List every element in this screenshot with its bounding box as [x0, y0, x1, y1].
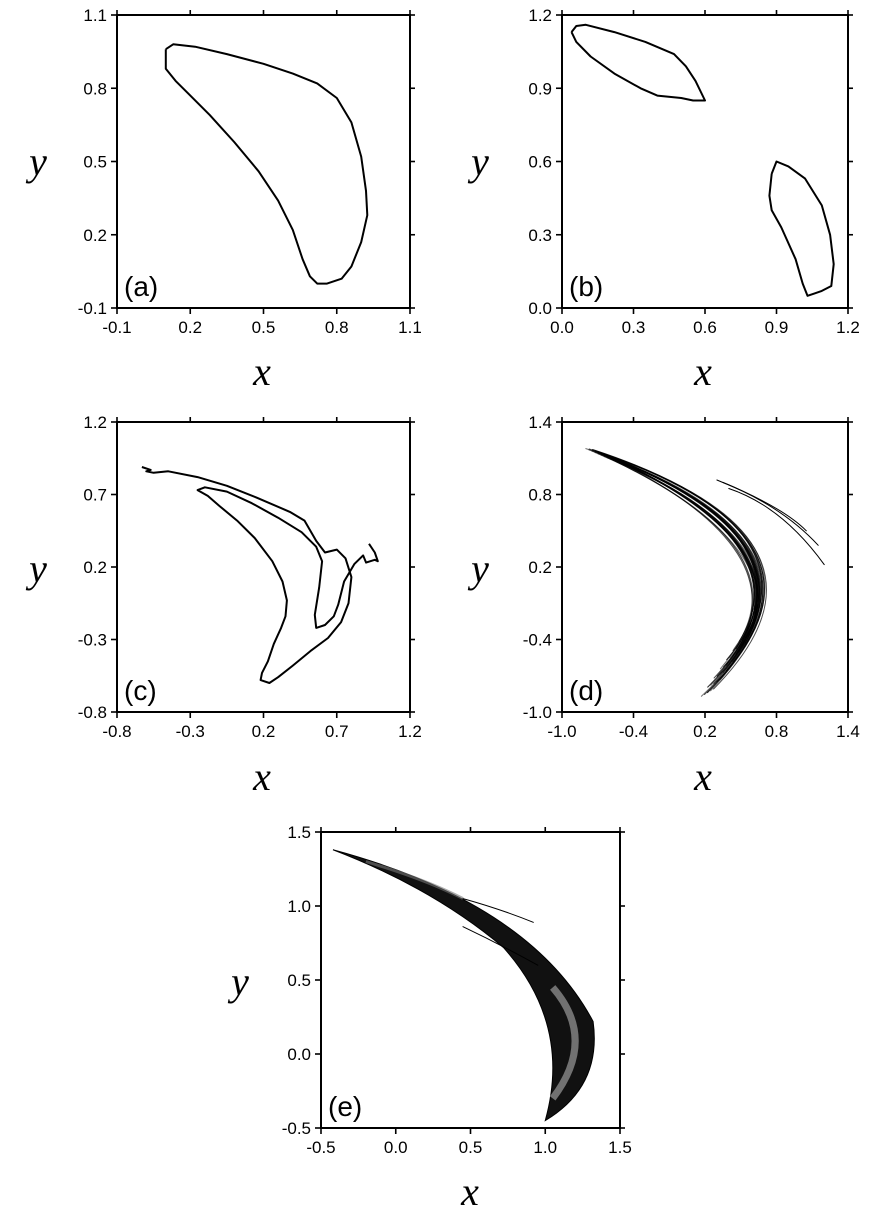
x-tick-label: -0.8 — [102, 722, 131, 741]
y-axis-label: y — [467, 546, 489, 591]
y-tick-label: -0.8 — [78, 703, 107, 722]
plot-frame — [561, 14, 849, 309]
x-tick-label: 0.0 — [384, 1138, 408, 1157]
y-tick-label: -1.0 — [523, 703, 552, 722]
orbit-curve — [570, 23, 706, 102]
y-tick-label: 0.5 — [83, 153, 107, 172]
panel-label: (c) — [124, 675, 157, 706]
attractor-band — [332, 849, 595, 1122]
attractor-strand — [622, 462, 758, 639]
y-axis-label: y — [227, 959, 249, 1004]
y-tick-label: 1.4 — [528, 413, 552, 432]
y-tick-label: 0.7 — [83, 486, 107, 505]
y-tick-label: 0.8 — [83, 79, 107, 98]
x-tick-label: 0.7 — [325, 722, 349, 741]
x-tick-label: 1.1 — [398, 318, 422, 337]
x-tick-label: -0.5 — [306, 1138, 335, 1157]
x-tick-label: 1.5 — [608, 1138, 632, 1157]
attractor-strand — [716, 479, 807, 532]
plot-frame — [116, 14, 411, 309]
attractor-inner-band — [365, 860, 464, 900]
orbit-curve — [141, 466, 379, 684]
x-tick-label: 0.6 — [693, 318, 717, 337]
x-tick-label: -0.4 — [619, 722, 648, 741]
y-tick-label: 0.2 — [83, 226, 107, 245]
x-tick-label: -1.0 — [547, 722, 576, 741]
y-tick-label: 1.0 — [287, 897, 311, 916]
x-tick-label: 0.2 — [178, 318, 202, 337]
x-axis-label: x — [693, 754, 712, 799]
x-tick-label: 1.2 — [398, 722, 422, 741]
x-axis-label: x — [460, 1169, 479, 1214]
y-tick-label: -0.1 — [78, 299, 107, 318]
attractor-filament — [462, 898, 534, 923]
x-tick-label: 0.2 — [252, 722, 276, 741]
x-tick-label: 0.2 — [693, 722, 717, 741]
x-tick-label: 0.8 — [325, 318, 349, 337]
x-tick-label: -0.3 — [176, 722, 205, 741]
x-axis-label: x — [252, 349, 271, 394]
x-axis-label: x — [252, 754, 271, 799]
panel-label: (b) — [569, 271, 603, 302]
y-tick-label: -0.5 — [282, 1119, 311, 1138]
y-tick-label: 0.6 — [528, 153, 552, 172]
y-tick-label: 0.2 — [528, 558, 552, 577]
y-tick-label: 1.2 — [528, 6, 552, 25]
x-tick-label: 0.5 — [459, 1138, 483, 1157]
attractor-strand — [728, 488, 825, 566]
y-tick-label: -0.3 — [78, 631, 107, 650]
y-axis-label: y — [25, 546, 47, 591]
x-tick-label: 0.0 — [550, 318, 574, 337]
orbit-curve — [768, 160, 835, 297]
y-tick-label: 0.5 — [287, 971, 311, 990]
panel-label: (d) — [569, 675, 603, 706]
x-tick-label: 0.9 — [765, 318, 789, 337]
attractor-inner-band — [549, 985, 579, 1101]
y-tick-label: 1.1 — [83, 6, 107, 25]
x-tick-label: 0.8 — [765, 722, 789, 741]
y-axis-label: y — [25, 139, 47, 184]
x-tick-label: 1.0 — [533, 1138, 557, 1157]
y-tick-label: 0.8 — [528, 486, 552, 505]
panel-label: (a) — [124, 271, 158, 302]
y-tick-label: 1.5 — [287, 823, 311, 842]
orbit-curve — [164, 43, 369, 285]
panel-b: 0.0 0.3 0.6 0.9 1.2 0.0 0.3 0.6 0.9 1.2 x y (b) — [467, 6, 860, 394]
x-axis-label: x — [693, 349, 712, 394]
panel-c: -0.8 -0.3 0.2 0.7 1.2 -0.8 -0.3 0.2 0.7 1.2 x y (c) — [25, 413, 422, 799]
attractor-strand — [618, 462, 758, 637]
panel-a: -0.1 0.2 0.5 0.8 1.1 -0.1 0.2 0.5 0.8 1.1 x y (a) — [25, 6, 422, 394]
panel-e: -0.5 0.0 0.5 1.0 1.5 -0.5 0.0 0.5 1.0 1.5 x y (e) — [227, 823, 632, 1214]
x-tick-label: 0.5 — [252, 318, 276, 337]
y-axis-label: y — [467, 139, 489, 184]
y-tick-label: 0.9 — [528, 79, 552, 98]
plot-frame — [561, 421, 849, 713]
y-tick-label: 1.2 — [83, 413, 107, 432]
attractor-filament — [462, 926, 539, 966]
panel-label: (e) — [328, 1091, 362, 1122]
y-tick-label: 0.0 — [287, 1045, 311, 1064]
y-tick-label: 0.0 — [528, 299, 552, 318]
x-tick-label: 0.3 — [622, 318, 646, 337]
y-tick-label: 0.3 — [528, 226, 552, 245]
y-tick-label: -0.4 — [523, 631, 552, 650]
x-tick-label: 1.4 — [836, 722, 860, 741]
panel-d: -1.0 -0.4 0.2 0.8 1.4 -1.0 -0.4 0.2 0.8 1.4 x y (d) — [467, 413, 860, 799]
x-tick-label: 1.2 — [836, 318, 860, 337]
x-tick-label: -0.1 — [102, 318, 131, 337]
y-tick-label: 0.2 — [83, 558, 107, 577]
